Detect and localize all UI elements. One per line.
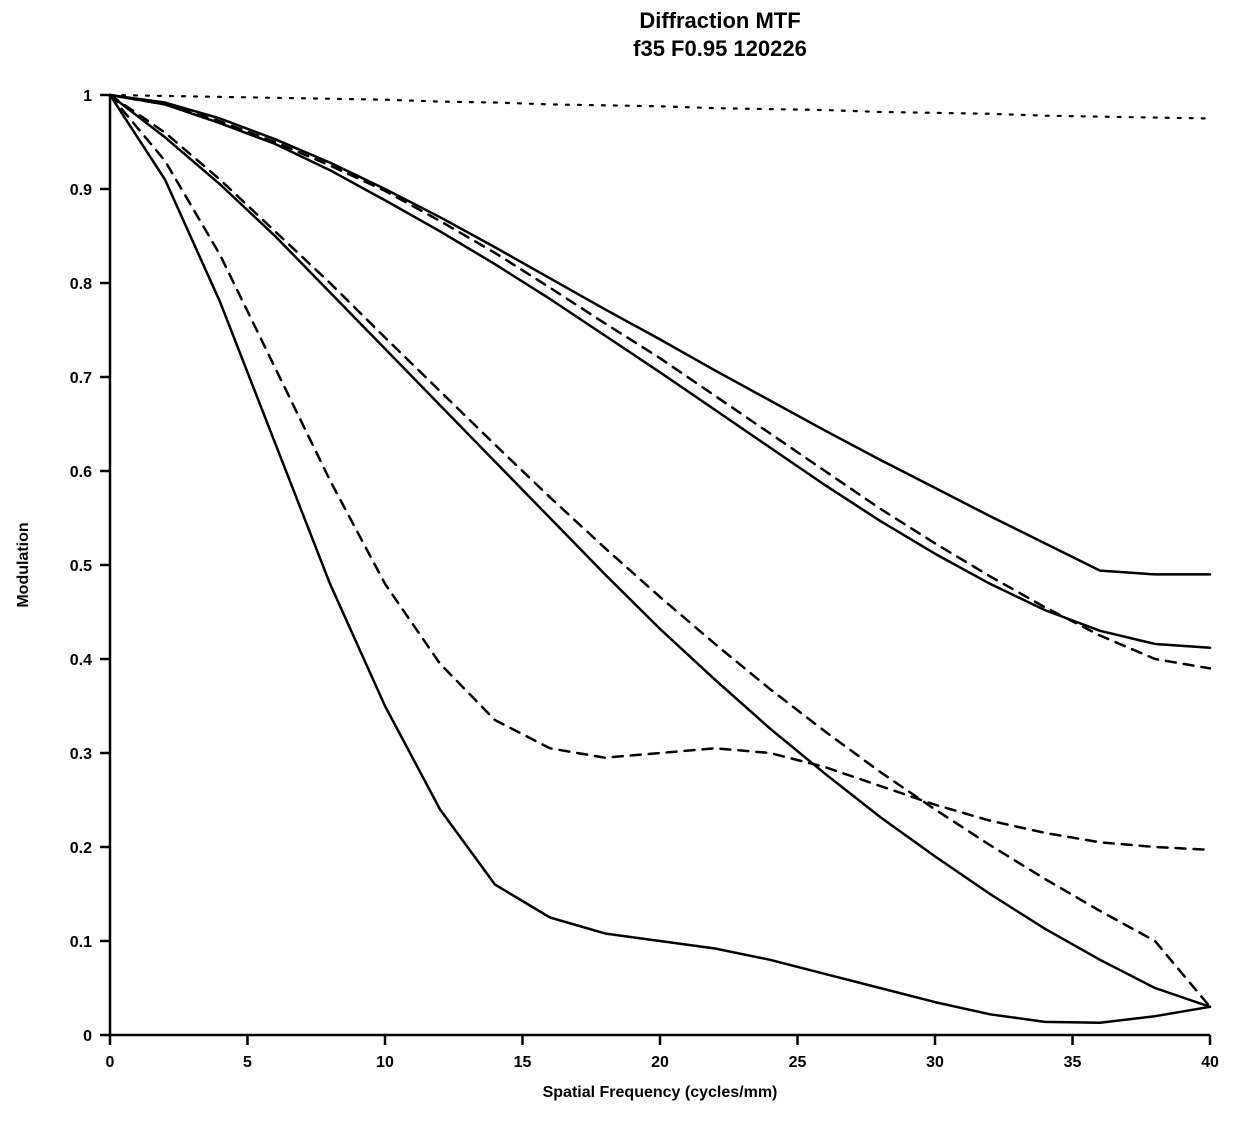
x-tick-label: 25 bbox=[789, 1054, 807, 1071]
y-tick-label: 0.7 bbox=[70, 370, 92, 387]
y-tick-label: 0.8 bbox=[70, 276, 92, 293]
y-tick-label: 0.9 bbox=[70, 182, 92, 199]
y-tick-label: 0.6 bbox=[70, 464, 92, 481]
y-axis-label: Modulation bbox=[15, 522, 32, 607]
y-tick-label: 1 bbox=[83, 88, 92, 105]
y-tick-label: 0 bbox=[83, 1028, 92, 1045]
series-field1-sagittal bbox=[110, 95, 1210, 668]
x-tick-label: 20 bbox=[651, 1054, 669, 1071]
chart-title-line2: f35 F0.95 120226 bbox=[633, 36, 807, 61]
x-axis-label: Spatial Frequency (cycles/mm) bbox=[543, 1084, 778, 1101]
y-tick-label: 0.5 bbox=[70, 558, 92, 575]
chart-series bbox=[110, 95, 1210, 1023]
x-tick-label: 30 bbox=[926, 1054, 944, 1071]
x-tick-label: 5 bbox=[243, 1054, 252, 1071]
mtf-chart: Diffraction MTF f35 F0.95 120226 0510152… bbox=[0, 0, 1240, 1131]
series-field3-tangential bbox=[110, 95, 1210, 1007]
series-field3-sagittal bbox=[110, 95, 1210, 850]
x-tick-label: 10 bbox=[376, 1054, 394, 1071]
series-field1-tangential bbox=[110, 95, 1210, 574]
x-tick-label: 40 bbox=[1201, 1054, 1219, 1071]
y-tick-label: 0.1 bbox=[70, 934, 92, 951]
x-tick-label: 15 bbox=[514, 1054, 532, 1071]
series-field2-sagittal bbox=[110, 95, 1210, 1007]
y-tick-label: 0.3 bbox=[70, 746, 92, 763]
x-tick-label: 35 bbox=[1064, 1054, 1082, 1071]
x-tick-label: 0 bbox=[106, 1054, 115, 1071]
y-tick-label: 0.4 bbox=[70, 652, 92, 669]
series-diffraction-limit bbox=[110, 95, 1210, 119]
chart-title-line1: Diffraction MTF bbox=[639, 8, 800, 33]
series-field2-tangential bbox=[110, 95, 1210, 648]
axes: 0 5 10 15 20 25 30 35 40 0 0.1 0.2 0.3 0.4 0.5 0.6 0.7 0.… bbox=[70, 88, 1219, 1071]
series-field4-tangential bbox=[110, 95, 1210, 1023]
y-tick-label: 0.2 bbox=[70, 840, 92, 857]
